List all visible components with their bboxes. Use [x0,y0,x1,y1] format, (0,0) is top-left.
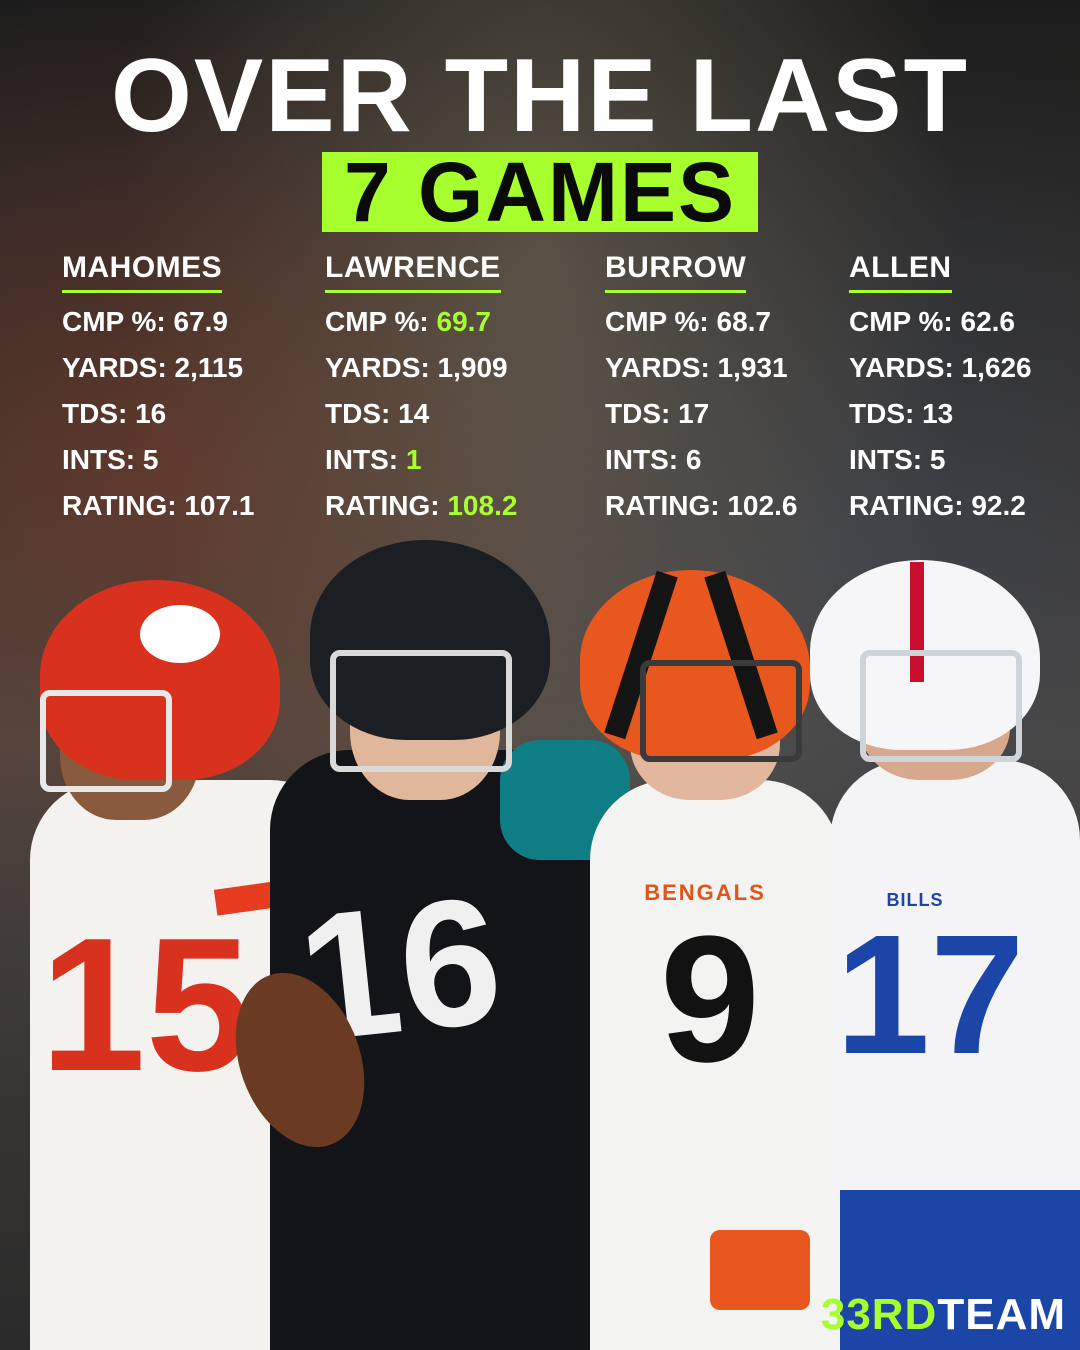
stat-row: CMP %: 62.6 [849,306,1015,337]
player-photo-allen: BILLS 17 [800,550,1080,1350]
headline-line2-badge: 7 GAMES [321,150,759,234]
facemask [40,690,172,792]
stat-row: YARDS: 1,626 [849,352,1032,383]
stat-row: CMP %: 67.9 [62,306,228,337]
player-name: BURROW [605,250,747,293]
player-photo-lawrence: 16 [212,540,650,1350]
stat-row: TDS: 16 [62,398,167,429]
jersey-number: 17 [835,900,1025,1090]
jersey-number: 15 [40,899,252,1111]
stats-table: MAHOMES CMP %: 67.9 YARDS: 2,115 TDS: 16… [0,250,1080,530]
stat-row: TDS: 13 [849,398,954,429]
highlight-value: 69.7 [436,306,492,337]
stat-row: RATING: 107.1 [62,490,255,521]
stat-column-allen: ALLEN CMP %: 62.6 YARDS: 1,626 TDS: 13 I… [849,250,1032,529]
team-wordmark: BILLS [886,890,944,910]
stat-row: RATING: 92.2 [849,490,1026,521]
facemask [330,650,512,772]
stat-column-mahomes: MAHOMES CMP %: 67.9 YARDS: 2,115 TDS: 16… [62,250,254,529]
team-wordmark: BENGALS [644,880,766,905]
team-logo-icon [140,605,220,663]
pants [840,1190,1080,1350]
player-name: LAWRENCE [325,250,501,293]
stat-row: YARDS: 1,909 [325,352,508,383]
stat-row: INTS: 5 [849,444,946,475]
stat-row: INTS: 5 [62,444,159,475]
brand-logo: 33RDTEAM [820,1290,1066,1339]
highlight-value: 108.2 [447,490,518,521]
stat-row: CMP %: 69.7 [325,306,492,337]
headline: OVER THE LAST 7 GAMES [0,38,1080,234]
jersey-number: 9 [659,899,761,1100]
stat-row: INTS: 1 [325,444,422,475]
player-photo-burrow: BENGALS 9 [580,550,840,1350]
player-name: MAHOMES [62,250,223,293]
player-photos: 15 16 BENGALS 9 [0,540,1080,1350]
stat-row: INTS: 6 [605,444,702,475]
stat-row: RATING: 108.2 [325,490,518,521]
stat-row: TDS: 17 [605,398,710,429]
stat-row: YARDS: 2,115 [62,352,244,383]
stat-row: CMP %: 68.7 [605,306,771,337]
stat-column-lawrence: LAWRENCE CMP %: 69.7 YARDS: 1,909 TDS: 1… [325,250,517,529]
stat-row: TDS: 14 [325,398,430,429]
facemask [860,650,1022,762]
team-logo-icon [710,1230,810,1310]
stat-column-burrow: BURROW CMP %: 68.7 YARDS: 1,931 TDS: 17 … [605,250,797,529]
player-name: ALLEN [849,250,952,293]
highlight-value: 1 [405,444,422,475]
stat-row: RATING: 102.6 [605,490,798,521]
stat-row: YARDS: 1,931 [605,352,788,383]
headline-line1: OVER THE LAST [110,38,970,154]
facemask [640,660,802,762]
